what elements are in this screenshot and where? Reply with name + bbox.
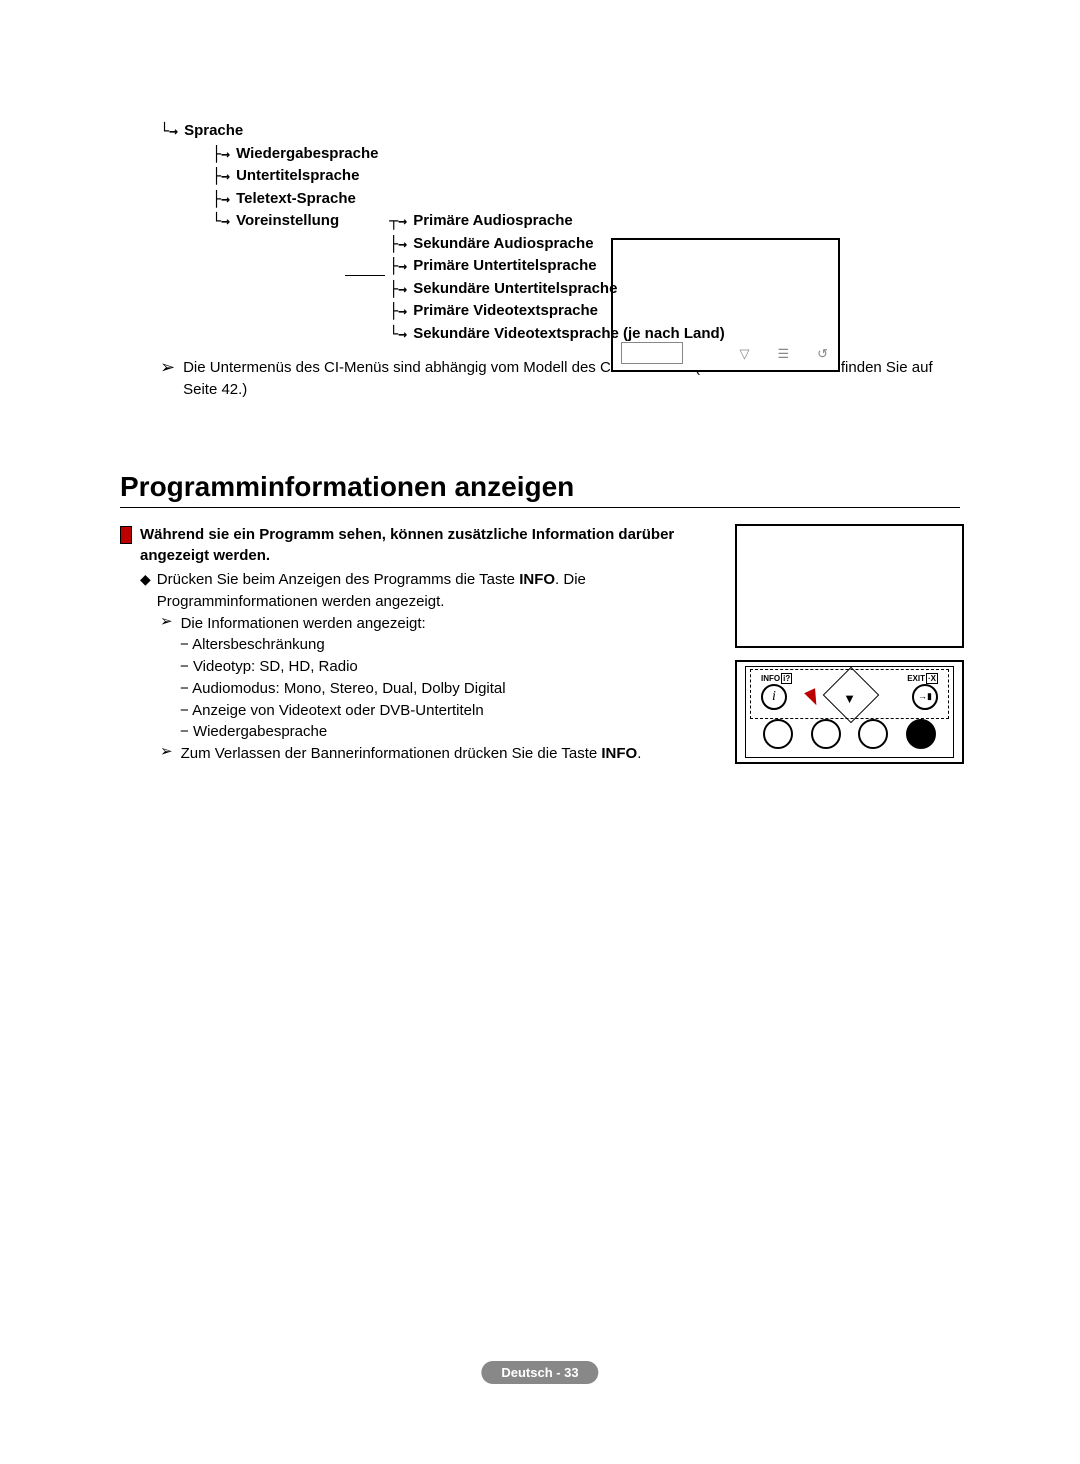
remote-color-button: [811, 719, 841, 749]
ci-menu-note: Die Untermenüs des CI-Menüs sind abhängi…: [183, 357, 960, 401]
info-item: Wiedergabesprache: [180, 721, 715, 743]
remote-color-button: [763, 719, 793, 749]
arrow-icon: ➢: [160, 743, 173, 765]
tree-item: Primäre Audiosprache: [413, 210, 573, 233]
tree-item: Primäre Untertitelsprache: [413, 255, 596, 278]
intro-text: Während sie ein Programm sehen, können z…: [140, 524, 715, 568]
tree-item: Sekundäre Videotextsprache (je nach Land…: [413, 323, 724, 346]
step1-pre: Drücken Sie beim Anzeigen des Programms …: [157, 571, 519, 588]
info-header: Die Informationen werden angezeigt:: [181, 613, 426, 635]
section-rule: [120, 507, 960, 508]
remote-info-button: i: [761, 684, 787, 710]
remote-illustration: INFOi? EXIT·X i →▮ ▼: [735, 660, 964, 764]
note-arrow-icon: ➢: [160, 357, 175, 379]
return-icon: ↺: [817, 346, 828, 362]
info-item: Altersbeschränkung: [180, 634, 715, 656]
arrow-icon: ➢: [160, 613, 173, 635]
page-footer: Deutsch - 33: [481, 1361, 598, 1384]
tree-item: Untertitelsprache: [236, 165, 359, 188]
screen-illustration-2: [735, 524, 964, 648]
diamond-icon: ◆: [140, 569, 151, 613]
exit-post: .: [637, 745, 641, 762]
exit-bold: INFO: [601, 745, 637, 762]
remote-exit-label: EXIT: [907, 674, 925, 683]
section-title: Programminformationen anzeigen: [120, 471, 960, 503]
remote-dpad: ▼: [815, 674, 885, 714]
bookmark-icon: ▽: [739, 346, 749, 362]
info-item: Videotyp: SD, HD, Radio: [180, 656, 715, 678]
menu-tree: └→ Sprache ├→Wiedergabesprache ├→Unterti…: [120, 120, 960, 345]
remote-info-label: INFO: [761, 674, 780, 683]
remote-color-button: [906, 719, 936, 749]
tree-item: Primäre Videotextsprache: [413, 300, 598, 323]
tree-item: Sekundäre Untertitelsprache: [413, 278, 617, 301]
exit-pre: Zum Verlassen der Bannerinformationen dr…: [181, 745, 602, 762]
remote-color-button: [858, 719, 888, 749]
tree-root: Sprache: [184, 120, 243, 143]
info-item: Anzeige von Videotext oder DVB-Untertite…: [180, 700, 715, 722]
tree-item: Sekundäre Audiosprache: [413, 233, 593, 256]
tree-item: Wiedergabesprache: [236, 143, 378, 166]
remote-exit-button: →▮: [912, 684, 938, 710]
tree-item: Teletext-Sprache: [236, 188, 356, 211]
step1-bold: INFO: [519, 571, 555, 588]
red-marker-icon: [120, 526, 132, 544]
tree-preset: Voreinstellung: [236, 210, 339, 233]
info-item: Audiomodus: Mono, Stereo, Dual, Dolby Di…: [180, 678, 715, 700]
list-icon: ☰: [777, 346, 789, 362]
